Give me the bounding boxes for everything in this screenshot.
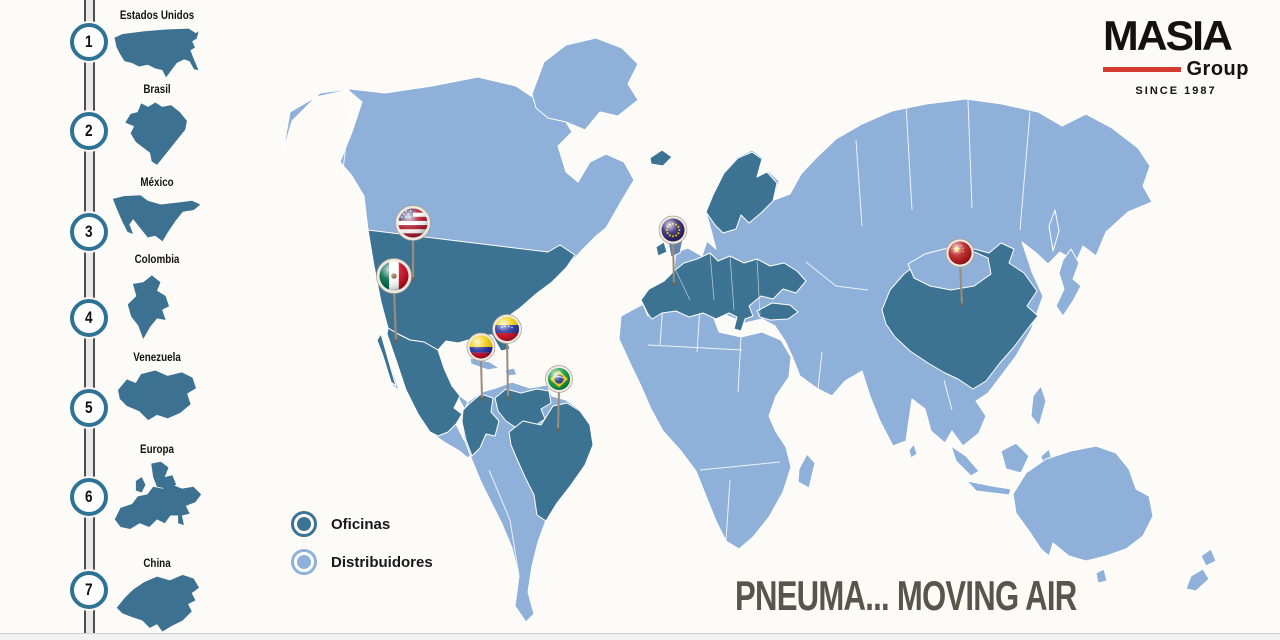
country-label: China — [143, 556, 171, 570]
pin-china — [945, 238, 975, 307]
step-number: 1 — [85, 32, 93, 51]
region-sri-lanka — [908, 443, 918, 459]
venezuela-silhouette — [118, 370, 196, 421]
region-colombia — [461, 393, 500, 457]
legend-distributors: Distribuidores — [291, 549, 433, 575]
mexico-silhouette — [112, 195, 201, 242]
region-europe — [640, 252, 807, 332]
region-sakhalin — [1048, 209, 1060, 252]
region-brazil — [508, 402, 594, 522]
pin-tip — [506, 396, 510, 400]
colombia-silhouette — [127, 275, 170, 339]
pin-tip — [672, 282, 676, 286]
pin-brazil — [545, 365, 573, 432]
distributors-dot-icon — [291, 549, 317, 575]
pin-europe — [658, 215, 688, 286]
europe-silhouette — [114, 461, 202, 529]
timeline-step-6: 6 — [70, 478, 108, 516]
region-new-zealand — [1185, 548, 1217, 592]
pin-tip — [480, 397, 484, 401]
masia-group-logo: MASIA Group SINCE 1987 — [1103, 12, 1249, 97]
sidebar-item-brasil: Brasil — [103, 82, 211, 171]
region-greenland — [531, 37, 639, 131]
timeline-step-1: 1 — [70, 23, 108, 61]
region-japan — [1055, 248, 1082, 317]
region-iceland — [649, 149, 673, 167]
pin-tip — [960, 303, 964, 307]
sidebar-item-venezuela: Venezuela — [103, 350, 211, 429]
region-sumatra — [950, 445, 980, 477]
offices-label: Oficinas — [331, 515, 391, 533]
europe-inner-borders — [675, 252, 761, 316]
sidebar-item-colombia: Colombia — [103, 252, 211, 347]
region-philippines — [1030, 385, 1047, 427]
offices-dot-icon — [291, 511, 317, 537]
tagline: PNEUMA... MOVING AIR — [735, 572, 1077, 619]
step-number: 5 — [85, 398, 93, 417]
pin-tip — [556, 428, 560, 432]
distributors-label: Distribuidores — [331, 553, 433, 571]
map-legend: Oficinas Distribuidores — [291, 511, 433, 587]
region-australia — [1012, 445, 1154, 562]
region-madagascar — [797, 453, 816, 489]
region-tasmania — [1095, 568, 1108, 584]
logo-group-text: Group — [1186, 58, 1249, 80]
world-map — [282, 37, 1217, 623]
timeline-step-3: 3 — [70, 213, 108, 251]
step-number: 6 — [85, 487, 93, 506]
pin-tip — [394, 339, 398, 343]
usa-silhouette — [114, 28, 199, 78]
country-label: Europa — [140, 442, 174, 456]
timeline-step-2: 2 — [70, 112, 108, 150]
region-turkey — [756, 302, 799, 321]
pin-mexico — [376, 258, 412, 343]
sidebar-item-mexico: México — [103, 175, 211, 250]
country-label: Estados Unidos — [119, 8, 195, 22]
step-number: 7 — [85, 580, 93, 599]
step-number: 2 — [85, 121, 93, 140]
timeline-step-5: 5 — [70, 389, 108, 427]
region-mexico — [386, 327, 463, 437]
region-scandinavia — [705, 151, 778, 234]
logo-since-text: SINCE 1987 — [1135, 85, 1217, 97]
bottom-strip — [0, 633, 1280, 640]
pin-venezuela — [492, 314, 522, 400]
logo-red-line — [1103, 67, 1181, 72]
country-label: Brasil — [143, 82, 171, 96]
brazil-silhouette — [125, 102, 187, 165]
legend-offices: Oficinas — [291, 511, 433, 537]
pin-colombia — [466, 332, 496, 401]
region-cuba — [469, 357, 500, 371]
region-borneo — [1000, 442, 1030, 474]
china-silhouette — [116, 574, 200, 632]
country-label: Venezuela — [133, 350, 181, 364]
pin-usa — [395, 205, 431, 281]
region-java — [966, 480, 1012, 496]
country-label: México — [140, 175, 174, 189]
step-number: 3 — [85, 222, 93, 241]
region-ireland — [655, 241, 668, 257]
logo-brand-text: MASIA — [1103, 12, 1233, 59]
timeline-step-7: 7 — [70, 571, 108, 609]
sidebar-item-china: China — [103, 556, 211, 637]
region-baja-california — [376, 333, 397, 387]
pin-tip — [411, 277, 415, 281]
office-regions — [367, 149, 1039, 522]
sidebar-item-estados-unidos: Estados Unidos — [103, 8, 211, 81]
timeline-step-4: 4 — [70, 299, 108, 337]
sidebar-item-europa: Europa — [103, 442, 211, 549]
step-number: 4 — [85, 308, 93, 327]
region-africa — [618, 299, 792, 550]
country-label: Colombia — [134, 252, 180, 266]
